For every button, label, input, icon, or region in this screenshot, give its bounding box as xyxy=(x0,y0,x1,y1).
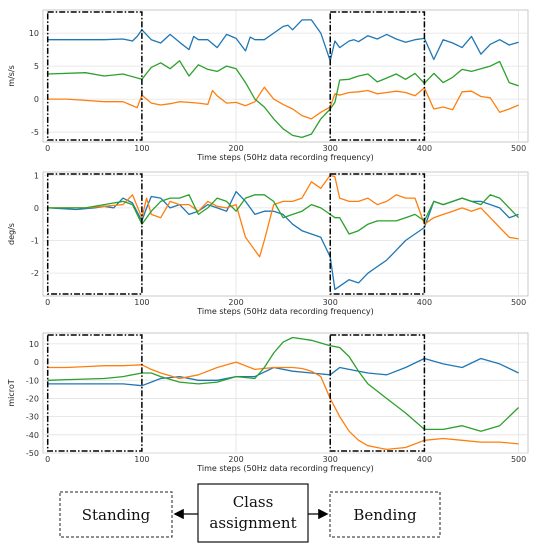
class-assignment-label-line1: Class xyxy=(233,493,274,511)
x-tick-label: 500 xyxy=(511,455,526,464)
gyro-series-line-2 xyxy=(47,194,520,235)
mag-x-axis-label: Time steps (50Hz data recording frequenc… xyxy=(196,464,373,473)
highlight-window-0 xyxy=(46,334,143,452)
x-tick-label: 400 xyxy=(417,144,432,153)
x-tick-label: 0 xyxy=(45,455,50,464)
mag-y-axis-label: microT xyxy=(7,379,16,406)
accel-series-line-1 xyxy=(47,86,519,120)
mag-panel: 0 100 200 300 400 500 -50 -40 -30 -20 -10 0 10 Time s… xyxy=(7,332,529,473)
y-tick-label: -30 xyxy=(26,413,39,422)
y-tick-label: 0 xyxy=(34,358,39,367)
highlight-window-1 xyxy=(329,11,426,141)
x-tick-label: 200 xyxy=(228,455,243,464)
standing-label: Standing xyxy=(82,506,151,524)
y-tick-label: 0 xyxy=(34,204,39,213)
highlight-window-1 xyxy=(329,173,426,295)
bending-box xyxy=(329,491,441,538)
mag-plot-area xyxy=(42,332,529,454)
highlight-window-0 xyxy=(46,173,143,295)
y-tick-label: -2 xyxy=(31,269,39,278)
y-tick-label: -20 xyxy=(26,394,39,403)
x-tick-label: 500 xyxy=(511,144,526,153)
x-tick-label: 100 xyxy=(134,455,149,464)
class-assignment-label-line2: assignment xyxy=(209,514,296,532)
y-tick-label: 5 xyxy=(34,62,39,71)
x-tick-label: 200 xyxy=(228,144,243,153)
x-tick-label: 400 xyxy=(417,298,432,307)
mag-series-line-2 xyxy=(47,336,520,432)
gyro-panel: 0 100 200 300 400 500 -2 -1 0 1 Time steps (50Hz d… xyxy=(7,171,529,316)
y-tick-label: -1 xyxy=(31,237,39,246)
gyro-plot-area xyxy=(42,171,529,297)
y-tick-label: -10 xyxy=(26,376,39,385)
x-tick-label: 400 xyxy=(417,455,432,464)
y-tick-label: 0 xyxy=(34,95,39,104)
accel-plot-area xyxy=(42,9,529,143)
x-tick-label: 100 xyxy=(134,144,149,153)
class-assignment-diagram: Standing Class assignment Bending xyxy=(59,483,441,543)
gyro-x-axis-label: Time steps (50Hz data recording frequenc… xyxy=(196,307,373,316)
x-tick-label: 0 xyxy=(45,298,50,307)
y-tick-label: -50 xyxy=(26,449,39,458)
accel-x-axis-label: Time steps (50Hz data recording frequenc… xyxy=(196,153,373,162)
x-tick-label: 300 xyxy=(323,455,338,464)
x-tick-label: 0 xyxy=(45,144,50,153)
y-tick-label: 10 xyxy=(29,29,39,38)
gyro-series-line-1 xyxy=(47,174,519,258)
accel-panel: 0 100 200 300 400 500 -5 0 5 10 Time steps (50Hz d… xyxy=(7,9,529,162)
y-tick-label: -40 xyxy=(26,431,39,440)
y-tick-label: 1 xyxy=(34,171,39,180)
bending-label: Bending xyxy=(353,506,417,524)
x-tick-label: 500 xyxy=(511,298,526,307)
y-tick-label: -5 xyxy=(31,128,39,137)
x-tick-label: 100 xyxy=(134,298,149,307)
class-assignment-box xyxy=(197,483,309,543)
accel-series-line-2 xyxy=(47,60,519,139)
x-tick-label: 300 xyxy=(323,144,338,153)
highlight-window-1 xyxy=(329,334,426,452)
standing-box xyxy=(59,491,173,538)
accel-series-line-0 xyxy=(47,19,519,62)
gyro-y-axis-label: deg/s xyxy=(7,223,16,245)
y-tick-label: 10 xyxy=(29,340,39,349)
mag-series-line-0 xyxy=(47,357,519,387)
accel-y-axis-label: m/s/s xyxy=(7,65,16,87)
x-tick-label: 300 xyxy=(323,298,338,307)
highlight-window-0 xyxy=(46,11,143,141)
x-tick-label: 200 xyxy=(228,298,243,307)
